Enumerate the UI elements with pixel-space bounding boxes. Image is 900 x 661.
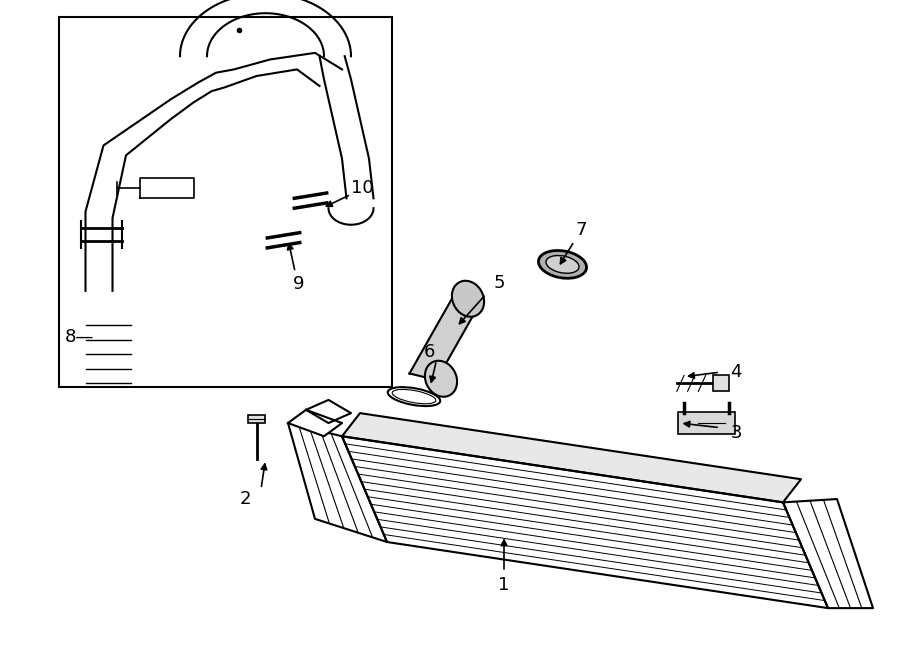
- FancyBboxPatch shape: [248, 414, 265, 423]
- Polygon shape: [288, 423, 387, 542]
- Polygon shape: [342, 413, 801, 502]
- Text: 10: 10: [351, 178, 374, 197]
- Text: 2: 2: [240, 490, 251, 508]
- Ellipse shape: [425, 361, 457, 397]
- Polygon shape: [306, 400, 351, 423]
- Polygon shape: [783, 499, 873, 608]
- Polygon shape: [410, 294, 482, 380]
- Text: 9: 9: [293, 274, 304, 293]
- Text: 7: 7: [576, 221, 587, 239]
- Text: 4: 4: [731, 363, 742, 381]
- Text: 1: 1: [499, 576, 509, 594]
- Text: 5: 5: [494, 274, 505, 292]
- Ellipse shape: [392, 389, 436, 404]
- Ellipse shape: [452, 281, 484, 317]
- FancyBboxPatch shape: [678, 412, 735, 434]
- Polygon shape: [288, 410, 342, 436]
- Text: 8—: 8—: [65, 328, 94, 346]
- Bar: [58, 17, 392, 387]
- Polygon shape: [342, 436, 828, 608]
- Ellipse shape: [538, 251, 587, 278]
- FancyBboxPatch shape: [713, 375, 729, 391]
- Ellipse shape: [388, 387, 440, 406]
- Ellipse shape: [546, 256, 579, 273]
- Text: 6: 6: [424, 343, 435, 362]
- Text: 3: 3: [731, 424, 742, 442]
